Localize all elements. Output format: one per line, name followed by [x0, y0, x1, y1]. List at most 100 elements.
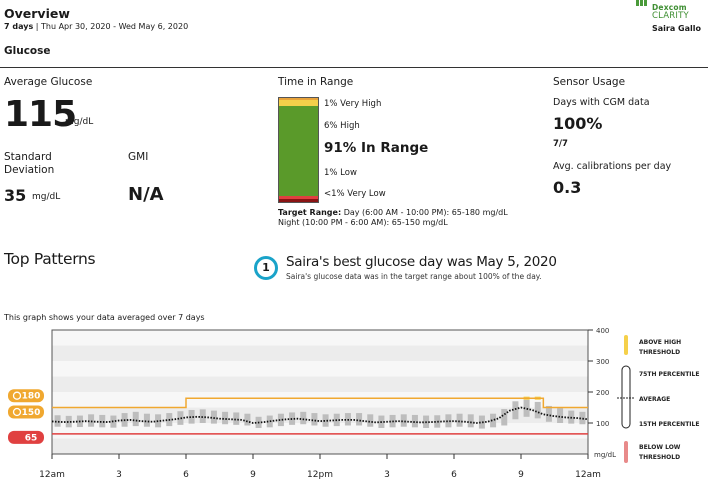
percentile-bar [411, 414, 418, 428]
percentile-bar [311, 413, 318, 426]
chart-band [52, 407, 588, 423]
section-title: Glucose [4, 45, 51, 57]
x-tick-label: 6 [451, 470, 457, 480]
chart-band [52, 345, 588, 361]
legend-below-low-swatch [624, 441, 628, 463]
legend-average: AVERAGE [639, 396, 670, 403]
tir-in-range-segment [279, 106, 318, 196]
range-days: 7 days [4, 22, 34, 31]
tir-in-range: 91% In Range [324, 140, 429, 156]
target-range-day: Day (6:00 AM - 10:00 PM): 65-180 mg/dL [343, 208, 508, 217]
chart-band [52, 376, 588, 392]
top-patterns-title: Top Patterns [4, 250, 96, 268]
percentile-bar [132, 411, 139, 427]
percentile-bar [467, 414, 474, 428]
y-tick-label: 400 [596, 327, 609, 335]
time-in-range-bar [278, 97, 319, 203]
tir-very-high-segment [279, 98, 318, 100]
x-tick-label: 12am [39, 470, 65, 480]
graph-note: This graph shows your data averaged over… [4, 313, 205, 322]
percentile-bar [523, 399, 530, 417]
divider [0, 67, 708, 68]
tir-very-low: <1% Very Low [324, 189, 386, 199]
cgm-days-label: Days with CGM data [553, 97, 650, 108]
percentile-bar [490, 413, 497, 428]
tir-very-low-segment [279, 199, 318, 202]
sun-icon [12, 391, 22, 400]
percentile-bar [367, 414, 374, 427]
pattern-subtext: Saira's glucose data was in the target r… [286, 272, 542, 281]
percentile-bar [557, 408, 564, 423]
y-tick-label: 300 [596, 358, 609, 366]
percentile-bar [244, 413, 251, 426]
tir-very-high: 1% Very High [324, 99, 382, 109]
badge-low-bg [8, 430, 44, 444]
badge-high-day: 180 [8, 389, 44, 403]
percentile-bar [143, 413, 150, 427]
x-tick-label: 9 [250, 470, 256, 480]
y-tick-label: 200 [596, 389, 609, 397]
tir-low: 1% Low [324, 168, 357, 178]
percentile-bar [300, 411, 307, 425]
legend-above-high: ABOVE HIGH THRESHOLD [639, 339, 681, 356]
x-tick-label: 12am [575, 470, 601, 480]
logo-line1: Dexcom [652, 3, 687, 12]
logo-line2: CLARITY [652, 11, 689, 21]
y-unit-label: mg/dL [594, 451, 616, 459]
legend-p15: 15TH PERCENTILE [639, 421, 699, 428]
percentile-bar [65, 415, 72, 428]
percentile-bar [266, 415, 273, 428]
calibrations-label: Avg. calibrations per day [553, 161, 672, 172]
chart-band [52, 392, 588, 408]
percentile-bar [277, 413, 284, 427]
percentile-bar [199, 409, 206, 423]
x-tick-label: 6 [183, 470, 189, 480]
percentile-bar [188, 409, 195, 424]
target-range-label: Target Range: [278, 208, 342, 217]
percentile-bar [210, 410, 217, 424]
target-range-night: Night (10:00 PM - 6:00 AM): 65-150 mg/dL [278, 218, 448, 227]
avg-glucose-label: Average Glucose [4, 76, 93, 88]
std-dev-value: 35 [4, 186, 27, 205]
percentile-bar [54, 415, 61, 427]
percentile-bar [400, 414, 407, 427]
high-threshold-line [52, 397, 588, 409]
chart-band [52, 361, 588, 377]
legend-above-high-swatch [624, 335, 628, 355]
chart-band [52, 330, 588, 346]
y-tick-label: 100 [596, 420, 609, 428]
std-dev-unit: mg/dL [32, 192, 61, 202]
sensor-usage-label: Sensor Usage [553, 76, 626, 88]
legend-below-low: BELOW LOW THRESHOLD [639, 444, 681, 461]
chart-band [52, 438, 588, 454]
percentile-bar [579, 411, 586, 425]
cgm-days-count: 7/7 [553, 139, 568, 149]
percentile-bar [233, 412, 240, 425]
percentile-bar [478, 415, 485, 429]
gmi-value: N/A [128, 184, 164, 205]
badge-high-night-text: 150 [22, 408, 41, 418]
pattern-headline: Saira's best glucose day was May 5, 2020 [286, 254, 557, 270]
tir-high-segment [279, 100, 318, 106]
moon-icon [12, 407, 22, 417]
range-separator: | [35, 22, 39, 31]
cgm-days-value: 100% [553, 114, 603, 133]
percentile-bar [445, 414, 452, 428]
x-tick-label: 3 [384, 470, 390, 480]
calibrations-value: 0.3 [553, 178, 582, 197]
avg-glucose-unit: mg/dL [65, 117, 94, 127]
percentile-bar [512, 401, 519, 420]
percentile-bar [222, 411, 229, 425]
percentile-bar [88, 414, 95, 427]
date-range: 7 days | Thu Apr 30, 2020 - Wed May 6, 2… [4, 22, 188, 31]
tir-low-segment [279, 196, 318, 199]
tir-high: 6% High [324, 121, 360, 131]
legend-p75: 75TH PERCENTILE [639, 371, 699, 378]
range-dates: Thu Apr 30, 2020 - Wed May 6, 2020 [41, 22, 189, 31]
pattern-number-badge: 1 [254, 256, 278, 280]
gmi-label: GMI [128, 151, 149, 163]
percentile-bar [177, 411, 184, 425]
avg-glucose-value: 115 [4, 94, 77, 135]
target-range: Target Range: Day (6:00 AM - 10:00 PM): … [278, 208, 528, 228]
std-dev-label: Standard Deviation [4, 151, 55, 176]
